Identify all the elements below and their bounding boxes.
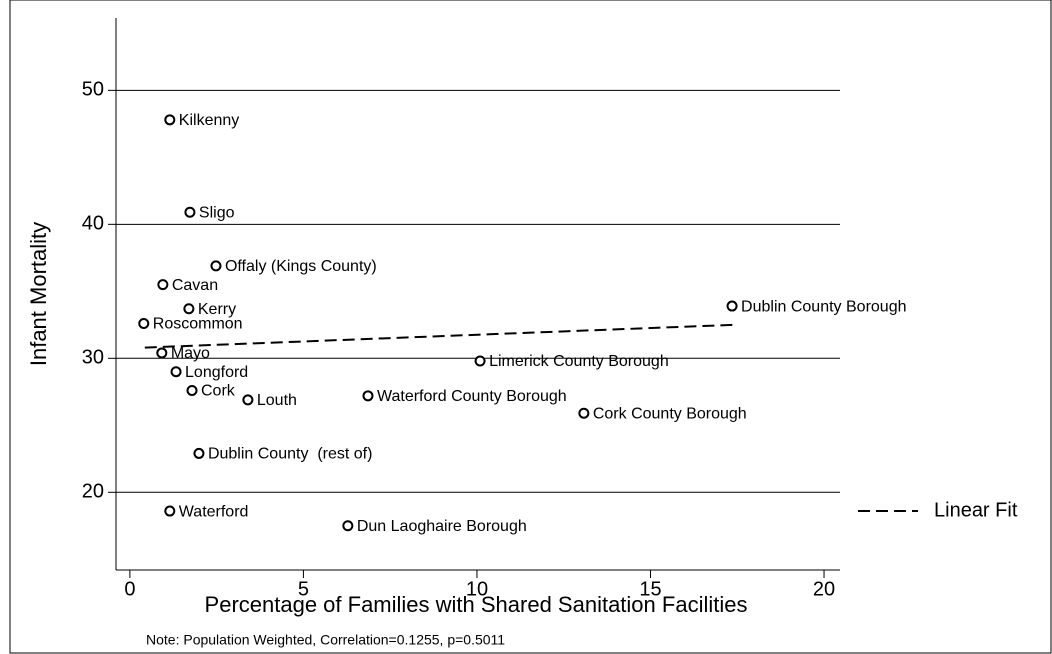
point	[726, 300, 738, 312]
point-label: Cork	[201, 383, 236, 400]
point	[242, 394, 254, 406]
point	[183, 303, 195, 315]
point-label: Waterford County Borough	[377, 388, 567, 405]
point	[170, 366, 182, 378]
fit-line	[144, 323, 734, 349]
point	[157, 279, 169, 291]
x-tick-label: 15	[639, 578, 661, 600]
x-tick-label: 5	[298, 578, 309, 600]
point	[342, 520, 354, 532]
point-label: Cork County Borough	[593, 405, 747, 422]
note: Note: Population Weighted, Correlation=0…	[146, 632, 505, 648]
point-label: Louth	[257, 392, 297, 409]
y-tick-label: 40	[82, 213, 104, 235]
point	[156, 347, 168, 359]
x-tick-label: 10	[466, 578, 488, 600]
point	[138, 317, 150, 329]
point-label: Dublin County Borough	[741, 298, 906, 315]
x-tick-label: 20	[813, 578, 835, 600]
x-axis-title: Percentage of Families with Shared Sanit…	[205, 592, 748, 617]
point	[578, 407, 590, 419]
y-tick-label: 50	[82, 79, 104, 101]
frame	[9, 0, 1052, 654]
point-label: Cavan	[172, 277, 218, 294]
y-axis-title: Infant Mortality	[26, 222, 51, 366]
point	[184, 206, 196, 218]
point-label: Roscommon	[153, 316, 243, 333]
y-tick-label: 20	[82, 481, 104, 503]
point	[210, 260, 222, 272]
point-label: Kilkenny	[179, 112, 239, 129]
point-label: Longford	[185, 364, 248, 381]
point	[186, 384, 198, 396]
point-label: Mayo	[171, 345, 210, 362]
point-label: Dun Laoghaire Borough	[357, 518, 527, 535]
point	[164, 505, 176, 517]
legend-label: Linear Fit	[934, 499, 1018, 521]
x-tick-label: 0	[124, 578, 135, 600]
point-label: Kerry	[198, 301, 236, 318]
point-label: Dublin County (rest of)	[208, 446, 373, 463]
point	[362, 390, 374, 402]
y-tick-label: 30	[82, 347, 104, 369]
point-label: Offaly (Kings County)	[225, 258, 377, 275]
point	[164, 114, 176, 126]
point	[474, 355, 486, 367]
point	[193, 447, 205, 459]
point-label: Sligo	[199, 204, 235, 221]
point-label: Waterford	[179, 503, 249, 520]
point-label: Limerick County Borough	[489, 353, 669, 370]
